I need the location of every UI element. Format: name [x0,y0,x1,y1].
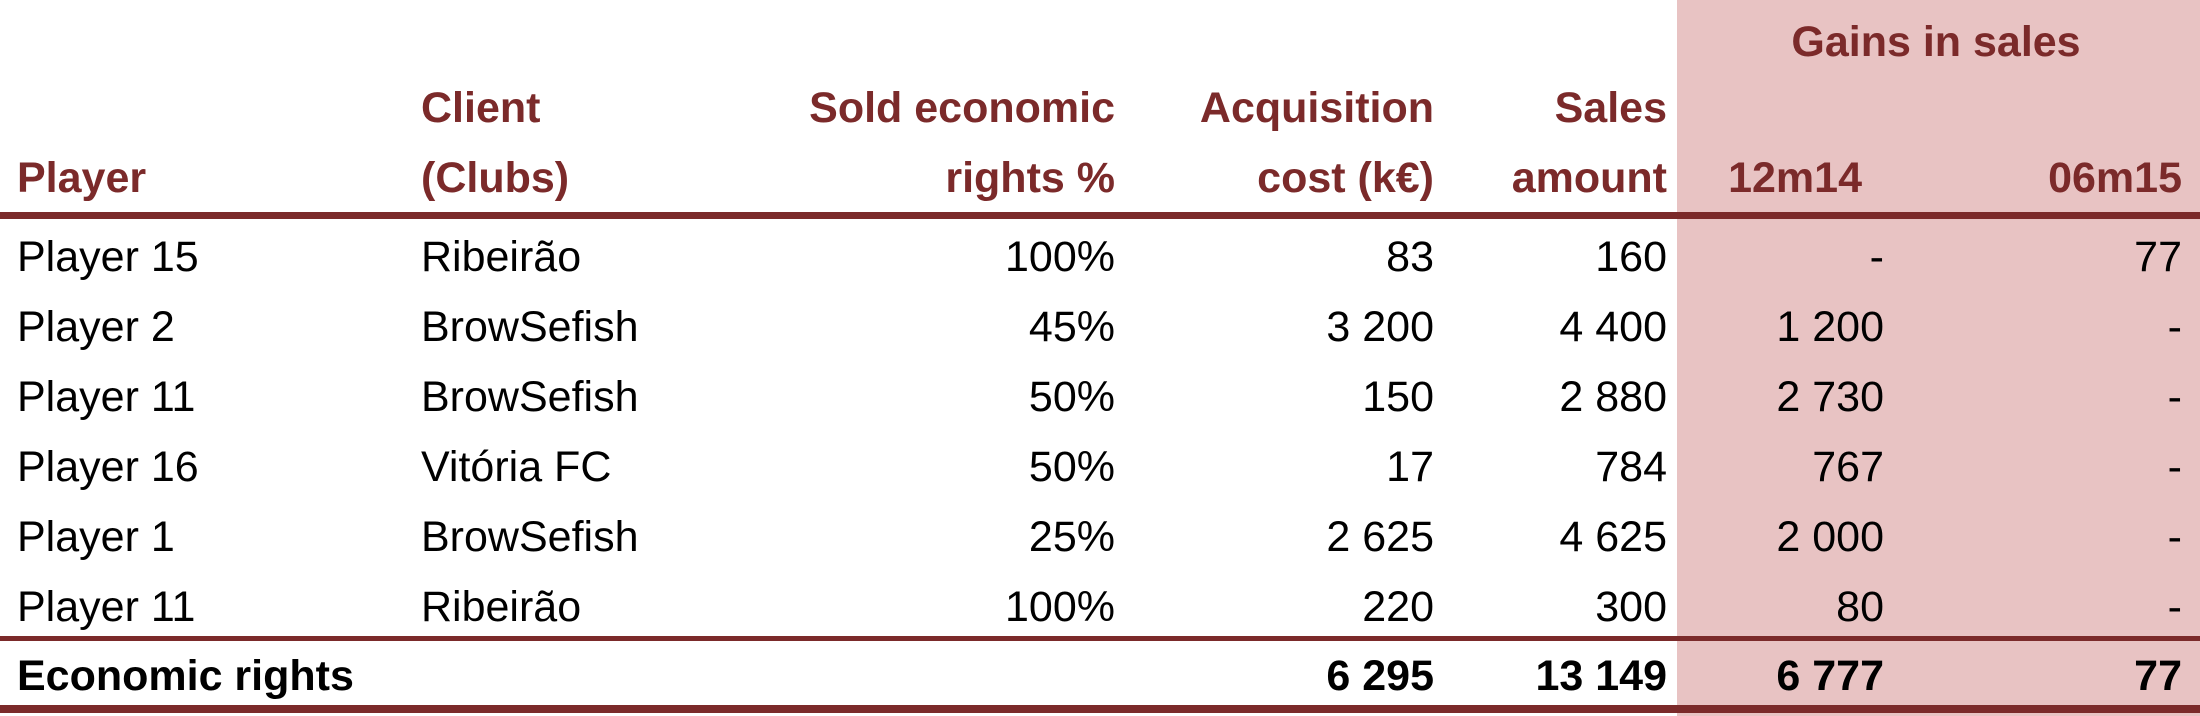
cell: 300 [1595,583,1667,631]
total-cell: Economic rights [17,652,354,700]
cell: 2 880 [1559,373,1667,421]
cell: 220 [1362,583,1434,631]
cell: 784 [1595,443,1667,491]
cell: 80 [1836,583,1884,631]
cell: Player 11 [17,373,195,421]
cell: 2 000 [1776,513,1884,561]
cell: 83 [1386,233,1434,281]
column-header: Player [17,154,146,202]
total-cell: 13 149 [1535,652,1667,700]
cell: Ribeirão [421,583,581,631]
cell: Player 15 [17,233,199,281]
column-header: (Clubs) [421,154,569,202]
column-header: 12m14 [1728,154,1862,202]
group-header: Gains in sales [1791,18,2080,66]
column-header: rights % [945,154,1115,202]
cell: 100% [1005,233,1115,281]
cell: - [2168,513,2182,561]
cell: Player 11 [17,583,195,631]
header-rule [0,212,2200,219]
cell: 3 200 [1326,303,1434,351]
cell: Ribeirão [421,233,581,281]
cell: - [1870,233,1884,281]
cell: BrowSefish [421,303,638,351]
cell: 50% [1029,443,1115,491]
column-header: Acquisition [1200,84,1434,132]
cell: - [2168,583,2182,631]
cell: 1 200 [1776,303,1884,351]
cell: - [2168,443,2182,491]
total-cell: 6 295 [1326,652,1434,700]
cell: Vitória FC [421,443,611,491]
cell: 45% [1029,303,1115,351]
column-header: Sales [1555,84,1667,132]
total-cell: 77 [2134,652,2182,700]
cell: - [2168,303,2182,351]
cell: 2 625 [1326,513,1434,561]
cell: 17 [1386,443,1434,491]
cell: Player 1 [17,513,175,561]
cell: 77 [2134,233,2182,281]
cell: Player 16 [17,443,199,491]
cell: - [2168,373,2182,421]
column-header: Client [421,84,540,132]
gains-band [1677,0,2200,716]
cell: 767 [1812,443,1884,491]
cell: BrowSefish [421,513,638,561]
cell: Player 2 [17,303,175,351]
cell: 160 [1595,233,1667,281]
column-header: Sold economic [809,84,1115,132]
cell: 4 625 [1559,513,1667,561]
cell: 150 [1362,373,1434,421]
column-header: amount [1512,154,1667,202]
bottom-rule [0,705,2200,713]
cell: 2 730 [1776,373,1884,421]
cell: 50% [1029,373,1115,421]
cell: BrowSefish [421,373,638,421]
total-rule [0,636,2200,641]
column-header: cost (k€) [1257,154,1434,202]
column-header: 06m15 [2048,154,2182,202]
cell: 100% [1005,583,1115,631]
total-cell: 6 777 [1776,652,1884,700]
cell: 25% [1029,513,1115,561]
cell: 4 400 [1559,303,1667,351]
